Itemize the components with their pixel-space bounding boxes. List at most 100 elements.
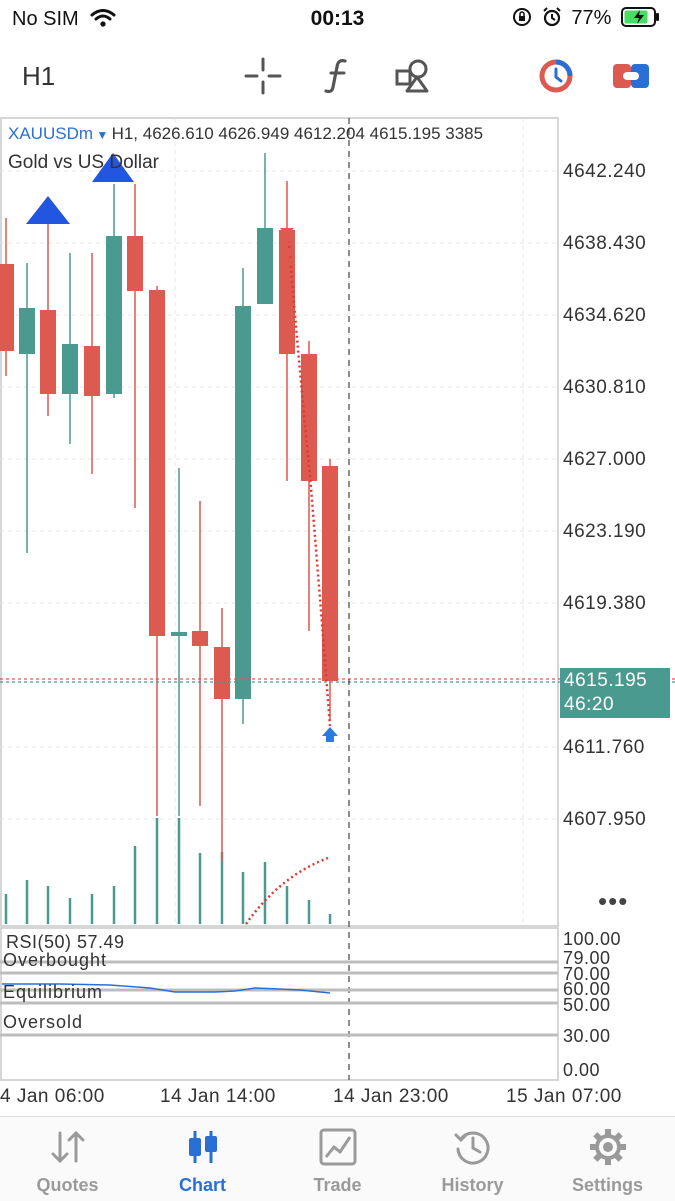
battery-charging-icon [621, 7, 659, 27]
rsi-line [2, 983, 331, 994]
candle [0, 218, 14, 376]
tab-trade[interactable]: Trade [270, 1117, 405, 1201]
tab-history[interactable]: History [405, 1117, 540, 1201]
candle [149, 286, 165, 816]
rsi-scale-79: 79.00 [563, 948, 611, 968]
buy-arrow [26, 196, 70, 224]
price-label: 4630.810 [563, 377, 647, 398]
time-label-1: 4 Jan 06:00 [0, 1086, 105, 1107]
tab-chart-label: Chart [178, 1175, 226, 1195]
rsi-scale-0: 0.00 [563, 1060, 601, 1080]
objects-icon [395, 59, 429, 93]
candle [62, 253, 78, 444]
main-pane-frame [0, 117, 559, 927]
clock: 00:13 [310, 7, 365, 30]
tab-quotes-label: Quotes [36, 1175, 99, 1195]
alarm-icon [543, 7, 561, 27]
chart-area[interactable]: XAUUSDm ▼ H1, 4626.610 4626.949 4612.204… [0, 116, 675, 1116]
symbol-selector[interactable]: XAUUSDm [8, 124, 94, 143]
volume-bars [4, 818, 332, 924]
rsi-scale-50: 50.00 [563, 995, 611, 1015]
buy-arrow [92, 153, 134, 182]
price-label: 4611.760 [563, 737, 645, 758]
rsi-scale-70: 70.00 [563, 964, 611, 984]
sell-arrow [280, 228, 294, 245]
status-right: 77% [512, 7, 661, 30]
account-button[interactable] [610, 44, 652, 108]
candle [171, 468, 187, 816]
price-label: 4634.620 [563, 305, 647, 326]
rsi-title: RSI(50) 57.49 [6, 932, 125, 952]
candle [235, 268, 251, 724]
battery-percent: 77% [571, 7, 612, 29]
candle [322, 459, 338, 721]
time-label-4: 15 Jan 07:00 [506, 1086, 622, 1107]
crosshair-icon [244, 57, 282, 95]
one-click-trading-button[interactable] [535, 44, 577, 108]
candle [127, 184, 143, 508]
tab-settings[interactable]: Settings [540, 1117, 675, 1201]
crosshair-button[interactable] [242, 44, 284, 108]
rsi-scale-100: 100.00 [563, 929, 622, 949]
candle [301, 341, 317, 631]
candle [192, 501, 208, 806]
symbol-info: XAUUSDm ▼ H1, 4626.610 4626.949 4612.204… [8, 124, 483, 144]
indicators-button[interactable] [318, 44, 358, 108]
candle [279, 181, 295, 481]
price-label: 4619.380 [563, 593, 647, 614]
account-icon [613, 64, 649, 88]
rsi-scale-60: 60.00 [563, 979, 611, 999]
price-label: 4623.190 [563, 521, 647, 542]
more-options-icon[interactable]: ••• [598, 886, 629, 916]
orientation-lock-icon [513, 8, 532, 26]
price-label: 4642.240 [563, 161, 647, 182]
chevron-down-icon[interactable]: ▼ [93, 128, 112, 142]
symbol-description: Gold vs US Dollar [8, 152, 159, 173]
tab-chart[interactable]: Chart [135, 1117, 270, 1201]
settings-gear-icon [589, 1129, 626, 1165]
rsi-overbought-label: Overbought [3, 950, 108, 970]
price-label: 4607.950 [563, 809, 647, 830]
candle [257, 153, 273, 304]
sell-arrow [280, 251, 294, 268]
timeframe-button[interactable]: H1 [22, 60, 56, 91]
quotes-arrows-icon [51, 1130, 84, 1164]
current-price-value: 4615.195 [564, 670, 648, 691]
price-label: 4627.000 [563, 449, 647, 470]
chart-canvas[interactable] [0, 116, 675, 1116]
history-clock-icon [454, 1131, 489, 1165]
tab-settings-label: Settings [571, 1175, 643, 1195]
candle [214, 608, 230, 861]
tab-history-label: History [441, 1175, 504, 1195]
wifi-icon [90, 9, 116, 27]
current-price-badge: 4615.195 46:20 [560, 668, 670, 718]
ohlc-info: H1, 4626.610 4626.949 4612.204 4615.195 … [111, 124, 484, 143]
rsi-scale-30: 30.00 [563, 1026, 611, 1046]
moving-average-line [244, 856, 329, 925]
signal-path-line [286, 230, 332, 727]
trade-chart-icon [319, 1128, 356, 1166]
bar-countdown: 46:20 [564, 694, 615, 715]
tab-quotes[interactable]: Quotes [0, 1117, 135, 1201]
rsi-oversold-label: Oversold [3, 1012, 84, 1032]
up-arrow [322, 727, 338, 742]
objects-button[interactable] [392, 44, 434, 108]
function-icon [324, 59, 347, 94]
candlestick-icon [188, 1131, 217, 1163]
rsi-equilibrium-label: Equilibrium [3, 982, 104, 1002]
signal-arrows [26, 153, 338, 742]
bottom-tab-bar: Quotes Chart Trade History [0, 1116, 675, 1201]
candle [84, 253, 100, 474]
candle [106, 184, 122, 398]
chart-toolbar: H1 [0, 44, 675, 108]
time-label-3: 14 Jan 23:00 [333, 1086, 449, 1107]
time-label-2: 14 Jan 14:00 [160, 1086, 276, 1107]
candle [40, 218, 56, 416]
price-label: 4638.430 [563, 233, 647, 254]
candle [19, 263, 35, 553]
status-bar: No SIM 00:13 77% [0, 0, 675, 38]
indicator-toggle-icon [539, 59, 573, 93]
rsi-level-lines [0, 960, 558, 1037]
carrier-label: No SIM [12, 8, 116, 31]
tab-trade-label: Trade [313, 1175, 362, 1195]
